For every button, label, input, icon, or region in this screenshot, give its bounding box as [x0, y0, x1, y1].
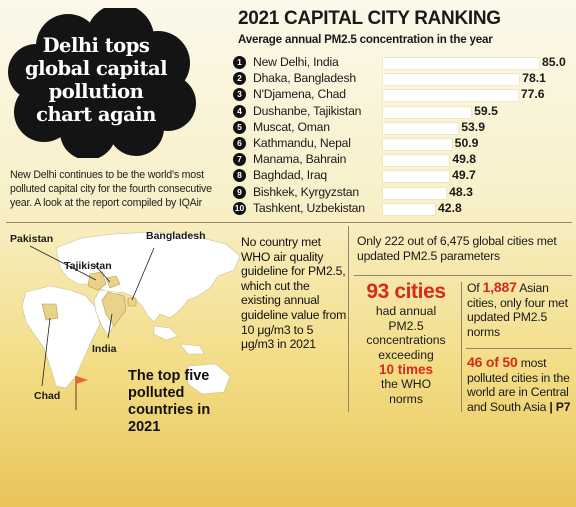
asian-cities-count: 1,887 — [482, 279, 517, 295]
rank-number: 4 — [233, 104, 246, 118]
city-label: N'Djamena, Chad — [253, 87, 346, 102]
polluted-cities-count: 46 of 50 — [467, 354, 518, 370]
rank-number: 3 — [233, 88, 246, 102]
city-label: New Delhi, India — [253, 55, 339, 69]
divider — [348, 226, 349, 412]
pm25-bar — [383, 74, 520, 86]
city-label: Baghdad, Iraq — [253, 168, 327, 183]
pm25-value: 49.7 — [452, 168, 476, 183]
pm25-value: 59.5 — [474, 103, 498, 118]
city-label: Kathmandu, Nepal — [253, 136, 351, 150]
map-label-chad: Chad — [34, 390, 61, 402]
pm25-bar — [383, 90, 518, 102]
chart-title: 2021 CAPITAL CITY RANKING — [238, 8, 501, 29]
exceeding-multiple: 10 times — [378, 362, 434, 378]
rank-number: 8 — [233, 169, 246, 183]
pm25-bar — [383, 139, 452, 150]
rank-number: 7 — [233, 153, 246, 167]
divider — [6, 222, 572, 223]
who-guideline-fact: No country met WHO air quality guideline… — [241, 235, 347, 352]
city-label: Tashkent, Uzbekistan — [253, 200, 365, 215]
ranking-chart: 1 New Delhi, India 85.0 2 Dhaka, Bangladesh 7… — [231, 54, 571, 216]
global-cities-fact: Only 222 out of 6,475 global cities met … — [357, 234, 557, 263]
pm25-value: 78.1 — [522, 71, 546, 86]
map-label-pakistan: Pakistan — [10, 233, 54, 245]
fact-text: Of — [467, 281, 483, 295]
map-label-india: India — [92, 343, 117, 355]
headline-line: chart again — [36, 103, 156, 126]
rank-number: 2 — [233, 72, 246, 86]
city-label: Bishkek, Kyrgyzstan — [253, 184, 359, 199]
headline-line: global capital — [24, 57, 168, 80]
pm25-bar — [383, 106, 472, 118]
headline: Delhi tops global capital pollution char… — [22, 34, 170, 126]
rank-number: 10 — [233, 201, 246, 215]
fact-line: concentrations — [366, 333, 446, 348]
world-map — [21, 231, 241, 410]
exceeding-cities-fact: 93 cities had annual PM2.5 concentration… — [354, 280, 458, 407]
fact-line: the WHO — [380, 377, 432, 392]
pm25-value: 49.8 — [452, 152, 477, 167]
pm25-bar — [383, 58, 539, 69]
headline-line: pollution — [48, 80, 144, 103]
divider — [461, 282, 462, 412]
ranking-row: 2 Dhaka, Bangladesh 78.1 — [231, 70, 571, 86]
ranking-row: 8 Baghdad, Iraq 49.7 — [231, 167, 571, 183]
rank-number: 9 — [233, 185, 246, 199]
pm25-bar — [383, 122, 459, 134]
intro-text: New Delhi continues to be the world's mo… — [10, 169, 212, 209]
chart-subtitle: Average annual PM2.5 concentration in th… — [238, 33, 493, 46]
headline-line: Delhi tops — [42, 34, 150, 57]
ranking-row: 9 Bishkek, Kyrgyzstan 48.3 — [231, 184, 571, 200]
pm25-bar — [383, 155, 450, 167]
pm25-bar — [383, 203, 436, 215]
ranking-row: 1 New Delhi, India 85.0 — [231, 54, 571, 70]
city-label: Dhaka, Bangladesh — [253, 71, 356, 86]
pm25-value: 50.9 — [454, 136, 479, 150]
map-caption: The top five polluted countries in 2021 — [128, 368, 211, 435]
fact-line: PM2.5 — [388, 318, 424, 333]
city-label: Manama, Bahrain — [253, 152, 347, 167]
pm25-bar — [383, 171, 450, 183]
ranking-row: 10 Tashkent, Uzbekistan 42.8 — [231, 200, 571, 216]
pm25-value: 77.6 — [520, 87, 545, 102]
pm25-value: 48.3 — [449, 184, 473, 199]
map-label-tajikistan: Tajikistan — [64, 260, 112, 272]
ranking-row: 3 N'Djamena, Chad 77.6 — [231, 86, 571, 102]
rank-number: 6 — [233, 137, 246, 150]
page-reference: | P7 — [546, 399, 571, 414]
headline-cloud — [8, 8, 196, 158]
fact-line: norms — [389, 391, 423, 406]
ranking-row: 4 Dushanbe, Tajikistan 59.5 — [231, 103, 571, 119]
exceeding-cities-count: 93 cities — [366, 280, 446, 303]
pm25-value: 53.9 — [461, 119, 485, 134]
pm25-bar — [383, 187, 447, 199]
divider — [354, 275, 572, 276]
rank-number: 5 — [233, 120, 246, 134]
fact-line: exceeding — [378, 347, 434, 362]
fact-text: most polluted cities in the world are in… — [467, 356, 570, 414]
city-label: Muscat, Oman — [253, 119, 330, 134]
pm25-value: 85.0 — [542, 55, 566, 69]
central-south-asia-fact: 46 of 50 most polluted cities in the wor… — [467, 355, 575, 414]
asian-cities-fact: Of 1,887 Asian cities, only four met upd… — [467, 280, 573, 339]
fact-text: Asian cities, only four met updated PM2.… — [467, 281, 568, 339]
rank-number: 1 — [233, 56, 246, 69]
divider — [466, 348, 572, 349]
ranking-row: 6 Kathmandu, Nepal 50.9 — [231, 135, 571, 151]
ranking-row: 5 Muscat, Oman 53.9 — [231, 119, 571, 135]
map-label-bangladesh: Bangladesh — [146, 230, 206, 242]
city-label: Dushanbe, Tajikistan — [253, 103, 362, 118]
fact-line: had annual — [375, 304, 437, 318]
pm25-value: 42.8 — [438, 200, 462, 215]
ranking-row: 7 Manama, Bahrain 49.8 — [231, 151, 571, 167]
